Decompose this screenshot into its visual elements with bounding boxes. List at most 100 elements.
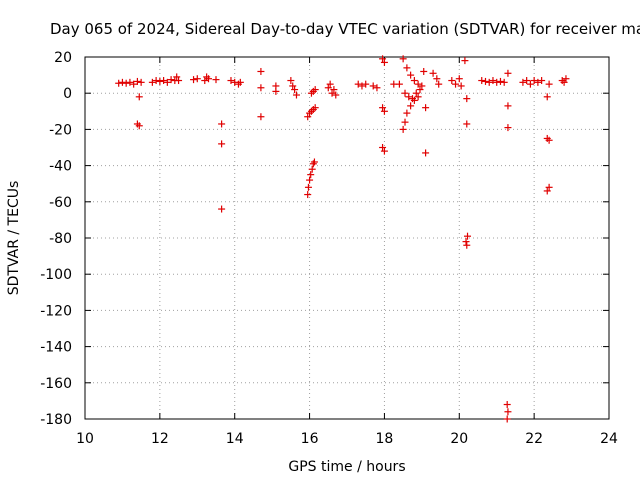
data-point: [545, 80, 553, 88]
data-point: [133, 77, 141, 85]
data-point: [504, 124, 512, 132]
data-point: [401, 118, 409, 126]
data-point: [462, 238, 470, 246]
data-point: [401, 89, 409, 97]
data-point: [289, 82, 297, 90]
data-point: [478, 77, 486, 85]
data-point: [489, 77, 497, 85]
data-point: [463, 241, 471, 249]
data-point: [422, 104, 430, 112]
y-tick-label: -120: [40, 303, 72, 319]
data-point: [530, 77, 538, 85]
data-point: [218, 140, 226, 148]
data-point: [519, 78, 527, 86]
data-point: [461, 57, 469, 65]
data-point: [562, 75, 570, 83]
data-point: [373, 84, 381, 92]
data-point: [379, 104, 387, 112]
data-point: [500, 78, 508, 86]
data-point: [526, 80, 534, 88]
data-point: [163, 78, 171, 86]
data-point: [160, 77, 168, 85]
x-tick-label: 16: [301, 431, 319, 447]
data-point: [412, 89, 420, 97]
data-point: [358, 82, 366, 90]
data-point: [379, 144, 387, 151]
x-tick-label: 18: [376, 431, 394, 447]
data-point: [308, 165, 316, 173]
data-point: [380, 58, 388, 66]
data-point: [403, 109, 411, 117]
data-point: [455, 75, 463, 83]
data-point: [414, 93, 422, 101]
data-point: [433, 75, 441, 83]
y-tick-label: -60: [49, 195, 72, 211]
y-axis-label: SDTVAR / TECUs: [6, 181, 22, 296]
data-point: [324, 84, 332, 92]
data-point: [503, 401, 511, 409]
data-point: [227, 77, 235, 85]
data-point: [291, 86, 299, 94]
data-point: [304, 113, 312, 121]
data-point: [309, 160, 317, 168]
data-point: [418, 82, 426, 90]
x-tick-label: 10: [76, 431, 94, 447]
x-tick-label: 12: [151, 431, 169, 447]
data-point: [287, 77, 295, 85]
data-point: [503, 415, 511, 423]
data-point: [148, 78, 156, 86]
y-tick-label: 0: [63, 86, 72, 102]
data-point: [304, 191, 312, 199]
data-point: [504, 408, 512, 416]
x-tick-label: 20: [450, 431, 468, 447]
data-point: [395, 80, 403, 88]
data-point: [545, 136, 553, 144]
data-point: [399, 55, 407, 63]
data-point: [307, 171, 315, 179]
data-point: [257, 113, 265, 121]
data-point: [407, 102, 415, 110]
y-tick-label: -180: [40, 412, 72, 428]
data-point: [212, 76, 220, 84]
data-point: [257, 84, 265, 92]
data-point: [414, 80, 422, 88]
data-point: [496, 77, 504, 85]
data-point: [332, 91, 340, 99]
x-tick-label: 24: [600, 431, 618, 447]
points-layer: [115, 55, 570, 423]
data-point: [326, 80, 334, 88]
data-point: [330, 86, 338, 94]
data-point: [452, 80, 460, 88]
data-point: [306, 176, 314, 184]
data-point: [543, 93, 551, 101]
plot-frame: [84, 56, 610, 420]
data-point: [257, 67, 265, 75]
data-point: [218, 120, 226, 128]
data-point: [416, 86, 424, 94]
data-point: [448, 77, 456, 85]
data-point: [463, 120, 471, 128]
x-tick-label: 14: [226, 431, 244, 447]
data-point: [380, 147, 388, 155]
y-tick-label: -40: [49, 159, 72, 175]
y-tick-label: -80: [49, 231, 72, 247]
data-point: [410, 77, 418, 85]
data-point: [399, 125, 407, 133]
y-tick-label: -160: [40, 376, 72, 392]
data-point: [152, 77, 160, 85]
data-point: [369, 82, 377, 90]
chart-title: Day 065 of 2024, Sidereal Day-to-day VTE…: [50, 20, 640, 38]
y-tick-label: -140: [40, 340, 72, 356]
data-point: [405, 93, 413, 101]
data-point: [457, 82, 465, 90]
data-point: [543, 187, 551, 195]
data-point: [190, 76, 198, 84]
data-point: [137, 78, 145, 86]
data-point: [218, 205, 226, 213]
y-tick-label: -100: [40, 267, 72, 283]
data-point: [380, 107, 388, 115]
data-point: [236, 78, 244, 86]
data-point: [292, 91, 300, 99]
y-tick-label: 20: [54, 50, 72, 66]
